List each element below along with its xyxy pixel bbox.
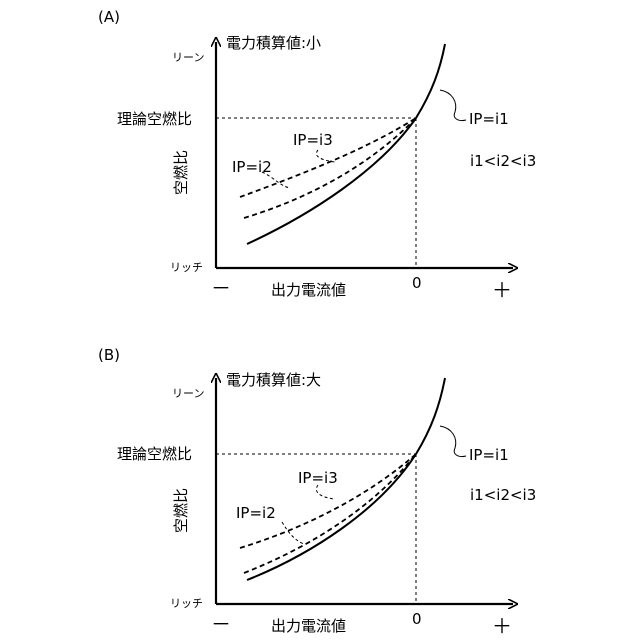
- curve-label-i3: IP=i3: [293, 131, 333, 149]
- condition-title: 電力積算値:大: [226, 371, 321, 389]
- y-top-label: リーン: [172, 51, 204, 64]
- leader-i1: [440, 90, 466, 121]
- y-bottom-label: リッチ: [170, 261, 203, 274]
- curve-label-i3: IP=i3: [298, 469, 338, 487]
- x-plus-label: ＋: [492, 614, 512, 638]
- y-reference-label: 理論空燃比: [117, 445, 192, 463]
- relation-label: i1<i2<i3: [470, 486, 536, 504]
- panel-label: (A): [98, 8, 120, 26]
- curve-label-i2: IP=i2: [232, 158, 272, 176]
- y-axis-label: 空燃比: [172, 488, 190, 533]
- x-zero-label: 0: [412, 274, 422, 292]
- leader-i2: [282, 522, 304, 544]
- curve-label-i1: IP=i1: [469, 110, 509, 128]
- condition-title: 電力積算値:小: [226, 34, 321, 52]
- x-zero-label: 0: [412, 610, 422, 628]
- leader-i3: [316, 485, 334, 499]
- x-minus-label: －: [211, 276, 231, 300]
- curve-label-i1: IP=i1: [469, 446, 509, 464]
- x-plus-label: ＋: [492, 278, 512, 302]
- relation-label: i1<i2<i3: [470, 152, 536, 170]
- x-axis-label: 出力電流値: [271, 617, 346, 635]
- curve-i1: [247, 44, 445, 244]
- curve-i1: [247, 378, 445, 580]
- panel-label: (B): [98, 346, 120, 364]
- panel-a: (A) 電力積算値:小 リーン リッチ 理論空燃比 空燃比 － 出力電流値 0 …: [98, 8, 536, 302]
- leader-i3: [316, 150, 335, 162]
- x-minus-label: －: [211, 612, 231, 636]
- y-bottom-label: リッチ: [170, 597, 203, 610]
- y-reference-label: 理論空燃比: [117, 110, 192, 128]
- curve-label-i2: IP=i2: [236, 504, 276, 522]
- y-top-label: リーン: [172, 387, 204, 400]
- leader-i1: [440, 426, 466, 457]
- y-axis-label: 空燃比: [172, 150, 190, 195]
- panel-b: (B) 電力積算値:大 リーン リッチ 理論空燃比 空燃比 － 出力電流値 0 …: [98, 346, 536, 638]
- x-axis-label: 出力電流値: [271, 281, 346, 299]
